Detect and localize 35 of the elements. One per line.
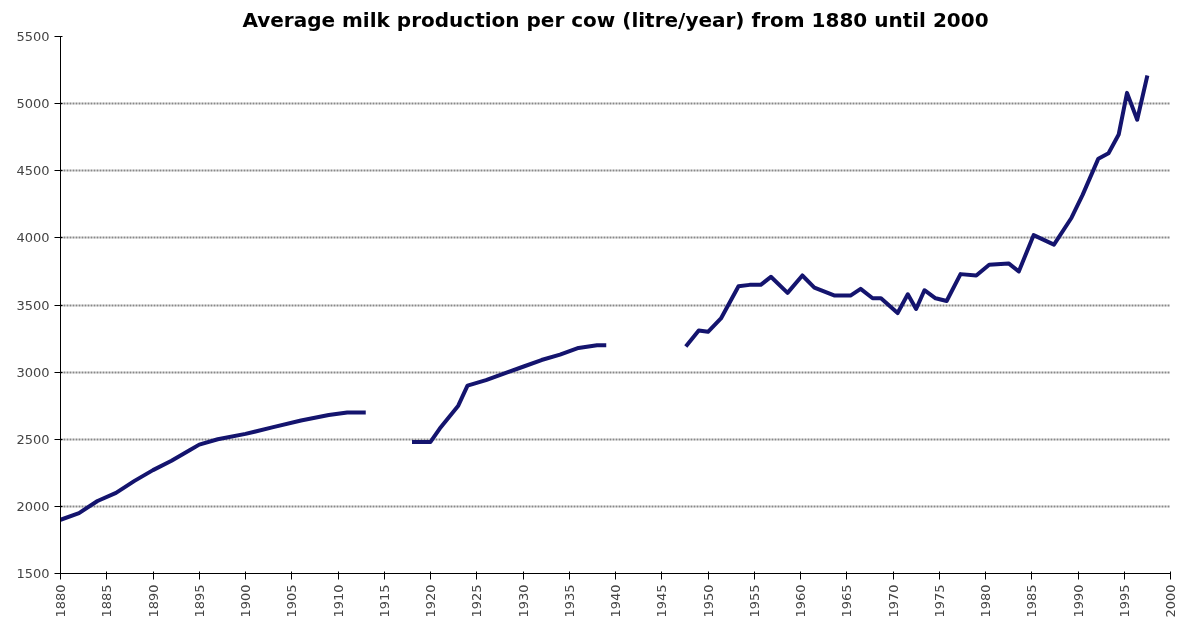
x-tick-label: 1910 bbox=[330, 584, 346, 618]
y-tick-label: 4000 bbox=[16, 230, 50, 246]
x-tick-label: 1975 bbox=[931, 584, 947, 618]
x-tick-label: 1915 bbox=[376, 584, 392, 618]
x-tick-label: 1920 bbox=[423, 584, 438, 618]
y-tick-label: 1500 bbox=[16, 566, 50, 581]
x-tick-label: 1995 bbox=[1116, 584, 1132, 618]
x-tick-label: 1940 bbox=[608, 584, 623, 618]
x-tick-label: 1905 bbox=[284, 584, 300, 618]
x-tick-label: 1895 bbox=[191, 584, 207, 618]
chart-title: Average milk production per cow (litre/year) from 1880 until 2000 bbox=[242, 7, 989, 32]
x-tick-label: 1965 bbox=[839, 584, 855, 618]
x-tick-label: 1930 bbox=[515, 584, 531, 618]
x-tick-label: 1950 bbox=[700, 584, 716, 618]
y-tick-label: 3500 bbox=[16, 297, 50, 313]
y-tick-label: 3000 bbox=[16, 364, 50, 380]
x-tick-label: 1970 bbox=[885, 584, 901, 618]
y-tick-label: 2000 bbox=[16, 498, 50, 514]
x-tick-label: 2000 bbox=[1163, 584, 1178, 618]
y-tick-label: 5500 bbox=[16, 29, 50, 44]
x-tick-label: 1925 bbox=[469, 584, 485, 618]
x-tick-label: 1980 bbox=[978, 584, 993, 618]
x-tick-label: 1900 bbox=[238, 584, 253, 618]
x-tick-label: 1935 bbox=[561, 584, 577, 618]
x-tick-label: 1955 bbox=[746, 584, 762, 618]
y-tick-label: 4500 bbox=[16, 163, 50, 179]
x-tick-label: 1990 bbox=[1070, 584, 1086, 618]
x-tick-label: 1885 bbox=[99, 584, 115, 618]
y-tick-label: 5000 bbox=[16, 96, 50, 112]
x-tick-label: 1880 bbox=[53, 584, 68, 618]
x-tick-label: 1960 bbox=[793, 584, 808, 618]
y-tick-label: 2500 bbox=[16, 431, 50, 447]
x-tick-label: 1945 bbox=[654, 584, 670, 618]
x-tick-label: 1890 bbox=[145, 584, 161, 618]
x-tick-label: 1985 bbox=[1024, 584, 1040, 618]
